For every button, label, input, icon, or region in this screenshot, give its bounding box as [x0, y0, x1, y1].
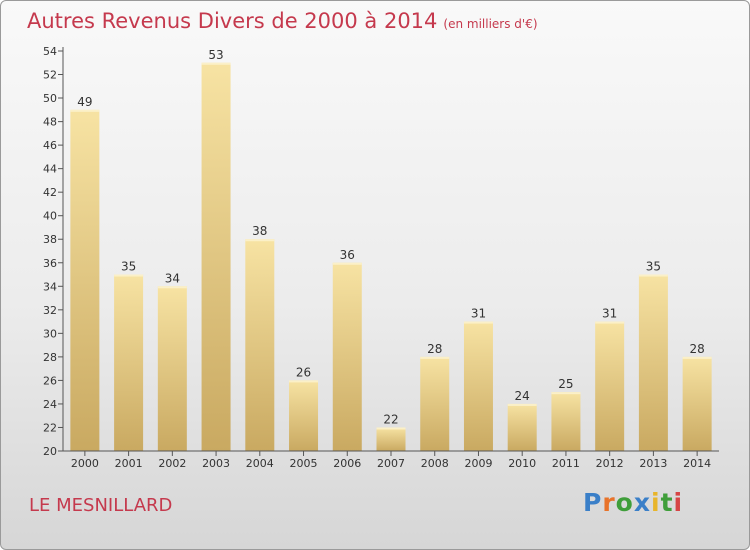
y-tick-label: 36 — [43, 257, 57, 270]
y-tick-label: 48 — [43, 116, 57, 129]
bar-2000 — [70, 109, 100, 451]
data-label: 31 — [602, 307, 617, 321]
bar-2003 — [201, 62, 231, 451]
x-tick-label: 2010 — [508, 457, 536, 470]
y-tick-label: 54 — [43, 45, 57, 58]
x-tick-label: 2005 — [290, 457, 318, 470]
x-tick-label: 2000 — [71, 457, 99, 470]
chart-title: Autres Revenus Divers de 2000 à 2014 (en … — [27, 9, 538, 33]
bar-2001 — [114, 274, 144, 451]
logo-letter: t — [660, 488, 674, 517]
y-tick-label: 24 — [43, 398, 57, 411]
bar-2011 — [551, 392, 581, 451]
bar-highlight — [157, 286, 187, 289]
y-tick-label: 22 — [43, 421, 57, 434]
bar-highlight — [289, 380, 319, 383]
logo-letter: r — [602, 488, 616, 517]
data-label: 49 — [77, 95, 92, 109]
y-tick-label: 44 — [43, 163, 57, 176]
data-label: 35 — [121, 260, 136, 274]
data-label: 34 — [165, 271, 180, 285]
bar-2006 — [332, 262, 362, 451]
logo-letter: P — [583, 488, 603, 517]
x-tick-label: 2012 — [596, 457, 624, 470]
x-tick-label: 2007 — [377, 457, 405, 470]
logo-letter: i — [673, 488, 684, 517]
logo-letter: o — [615, 488, 634, 517]
x-tick-label: 2002 — [158, 457, 186, 470]
bar-2008 — [420, 356, 450, 451]
data-label: 26 — [296, 365, 311, 379]
proxiti-logo: Proxiti — [583, 488, 683, 517]
data-label: 28 — [427, 342, 442, 356]
bar-highlight — [420, 356, 450, 359]
x-tick-label: 2008 — [421, 457, 449, 470]
bar-2007 — [376, 427, 406, 451]
bar-highlight — [638, 274, 668, 277]
x-tick-label: 2013 — [639, 457, 667, 470]
bar-highlight — [682, 356, 712, 359]
y-tick-label: 28 — [43, 351, 57, 364]
data-label: 35 — [646, 260, 661, 274]
bar-2004 — [245, 239, 275, 451]
x-tick-label: 2003 — [202, 457, 230, 470]
bar-highlight — [332, 262, 362, 265]
data-label: 31 — [471, 307, 486, 321]
data-label: 38 — [252, 224, 267, 238]
data-label: 53 — [208, 48, 223, 62]
bar-2012 — [595, 321, 625, 451]
bar-highlight — [595, 321, 625, 324]
y-tick-label: 26 — [43, 374, 57, 387]
bar-2002 — [157, 286, 187, 451]
data-label: 36 — [340, 248, 355, 262]
chart-title-text: Autres Revenus Divers de 2000 à 2014 — [27, 9, 438, 33]
bar-2010 — [507, 403, 537, 451]
bar-highlight — [201, 62, 231, 65]
location-name: LE MESNILLARD — [29, 495, 173, 516]
bar-highlight — [114, 274, 144, 277]
y-tick-label: 52 — [43, 69, 57, 82]
x-tick-label: 2001 — [115, 457, 143, 470]
data-label: 28 — [689, 342, 704, 356]
x-tick-label: 2006 — [333, 457, 361, 470]
y-tick-label: 38 — [43, 233, 57, 246]
bar-highlight — [463, 321, 493, 324]
x-tick-label: 2004 — [246, 457, 274, 470]
bar-2009 — [463, 321, 493, 451]
y-tick-label: 50 — [43, 92, 57, 105]
y-tick-label: 40 — [43, 210, 57, 223]
x-tick-label: 2014 — [683, 457, 711, 470]
chart-title-unit: (en milliers d'€) — [443, 17, 538, 31]
bar-highlight — [551, 392, 581, 395]
data-label: 25 — [558, 377, 573, 391]
bar-highlight — [245, 239, 275, 242]
data-label: 24 — [515, 389, 530, 403]
y-tick-label: 34 — [43, 280, 57, 293]
y-tick-label: 42 — [43, 186, 57, 199]
bar-highlight — [376, 427, 406, 430]
data-label: 22 — [383, 412, 398, 426]
bar-2013 — [638, 274, 668, 451]
x-tick-label: 2009 — [464, 457, 492, 470]
y-tick-label: 32 — [43, 304, 57, 317]
bar-highlight — [507, 403, 537, 406]
x-tick-label: 2011 — [552, 457, 580, 470]
logo-letter: i — [651, 488, 661, 517]
y-tick-label: 20 — [43, 445, 57, 458]
y-tick-label: 46 — [43, 139, 57, 152]
bar-2005 — [289, 380, 319, 451]
logo-letter: x — [633, 488, 651, 517]
bar-2014 — [682, 356, 712, 451]
bar-highlight — [70, 109, 100, 112]
y-tick-label: 30 — [43, 327, 57, 340]
